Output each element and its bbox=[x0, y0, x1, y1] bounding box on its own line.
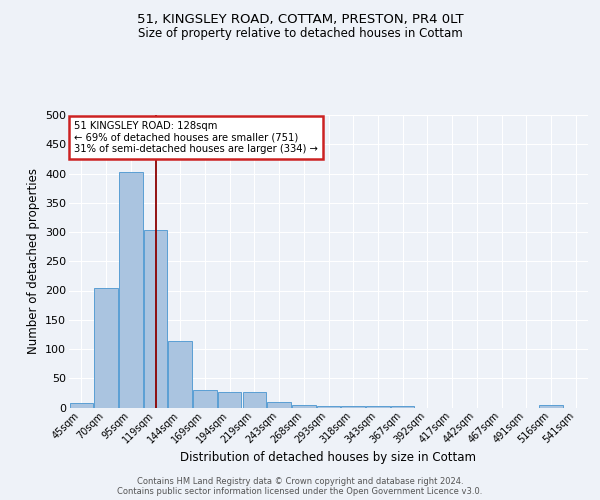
Bar bbox=[218, 392, 241, 407]
Bar bbox=[94, 288, 118, 408]
Bar bbox=[292, 404, 316, 407]
Text: Contains HM Land Registry data © Crown copyright and database right 2024.: Contains HM Land Registry data © Crown c… bbox=[137, 477, 463, 486]
Text: 51, KINGSLEY ROAD, COTTAM, PRESTON, PR4 0LT: 51, KINGSLEY ROAD, COTTAM, PRESTON, PR4 … bbox=[137, 12, 463, 26]
Text: 51 KINGSLEY ROAD: 128sqm
← 69% of detached houses are smaller (751)
31% of semi-: 51 KINGSLEY ROAD: 128sqm ← 69% of detach… bbox=[74, 121, 318, 154]
Bar bbox=[119, 172, 143, 408]
X-axis label: Distribution of detached houses by size in Cottam: Distribution of detached houses by size … bbox=[181, 450, 476, 464]
Bar bbox=[144, 230, 167, 408]
Bar bbox=[366, 406, 389, 408]
Bar bbox=[268, 402, 291, 407]
Bar bbox=[391, 406, 415, 407]
Text: Size of property relative to detached houses in Cottam: Size of property relative to detached ho… bbox=[137, 28, 463, 40]
Bar bbox=[169, 342, 192, 407]
Bar bbox=[317, 406, 340, 408]
Y-axis label: Number of detached properties: Number of detached properties bbox=[26, 168, 40, 354]
Bar bbox=[193, 390, 217, 407]
Bar bbox=[341, 406, 365, 408]
Text: Contains public sector information licensed under the Open Government Licence v3: Contains public sector information licen… bbox=[118, 487, 482, 496]
Bar bbox=[242, 392, 266, 407]
Bar bbox=[539, 405, 563, 407]
Bar bbox=[70, 403, 93, 407]
